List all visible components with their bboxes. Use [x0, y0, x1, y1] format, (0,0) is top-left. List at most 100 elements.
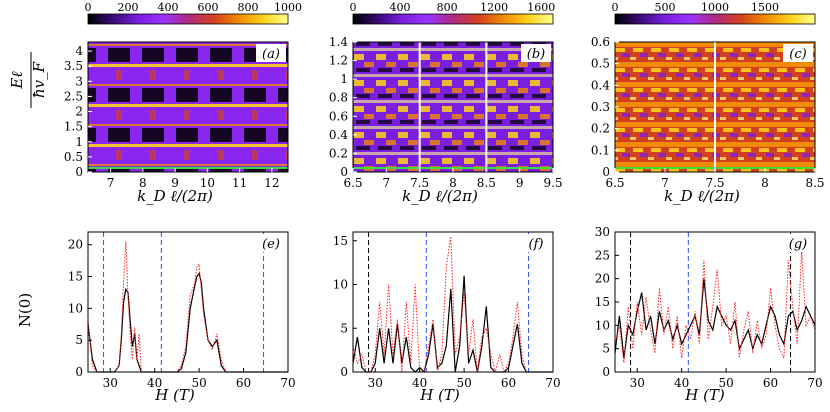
x-tick-label: 70	[545, 376, 560, 390]
colorbar-c	[614, 13, 816, 25]
top-ylabel: Eℓ ħv_F	[8, 52, 48, 108]
y-tick-label: 30	[595, 225, 610, 239]
plot-bg-e	[88, 232, 288, 372]
xlabel-f: H (T)	[419, 386, 460, 404]
panel-label-box	[521, 44, 551, 62]
x-tick-label: 6.5	[343, 176, 362, 190]
series-red-dotted	[352, 236, 553, 374]
panel-label-box	[521, 234, 551, 252]
y-tick-label: 0.4	[591, 78, 610, 92]
panel-b	[352, 13, 554, 173]
x-tick-label: 40	[147, 376, 162, 390]
y-tick-label: 15	[595, 295, 610, 309]
colorbar-tick-label: 800	[238, 1, 259, 14]
heatmap-b	[353, 42, 553, 172]
y-tick-label: 1.5	[64, 120, 83, 134]
colorbar-tick-label: 0	[350, 1, 357, 14]
y-tick-label: 0.2	[329, 146, 348, 160]
colorbar-tick-label: 0	[612, 1, 619, 14]
y-tick-label: 0	[75, 165, 83, 179]
x-tick-label: 9	[171, 176, 179, 190]
y-tick-label: 5	[75, 333, 83, 347]
x-tick-label: 70	[807, 376, 822, 390]
svg-text:ħv_F: ħv_F	[30, 61, 48, 98]
axes-frame-e	[87, 231, 289, 373]
x-tick-label: 30	[103, 376, 118, 390]
x-tick-label: 30	[368, 376, 383, 390]
colorbar-tick-label: 0	[85, 1, 92, 14]
x-tick-label: 9.5	[543, 176, 562, 190]
x-tick-label: 30	[630, 376, 645, 390]
panel-g	[614, 231, 816, 373]
panel-label-box	[256, 44, 286, 62]
y-tick-label: 10	[68, 301, 83, 315]
panel-label-g: (g)	[789, 237, 807, 252]
y-tick-label: 1	[340, 72, 348, 86]
y-tick-label: 0.5	[64, 150, 83, 164]
panel-label-b: (b)	[527, 47, 545, 62]
colorbar-a	[87, 13, 289, 25]
x-tick-label: 8.5	[477, 176, 496, 190]
y-tick-label: 5	[602, 342, 610, 356]
panel-label-a: (a)	[262, 47, 280, 62]
colorbar-tick-label: 600	[198, 1, 219, 14]
panel-a	[87, 13, 289, 173]
axes-frame-a	[87, 41, 289, 173]
top-ylabel-numerator: Eℓ	[8, 71, 26, 89]
y-tick-label: 2.5	[64, 89, 83, 103]
y-tick-label: 4	[75, 44, 83, 58]
colorbar-tick-label: 800	[437, 1, 458, 14]
panel-label-box	[783, 44, 813, 62]
xlabel-a: k_D ℓ/(2π)	[137, 187, 213, 205]
x-tick-label: 7	[661, 176, 669, 190]
y-tick-label: 2	[75, 105, 83, 119]
y-tick-label: 1.2	[329, 54, 348, 68]
colorbar-tick-label: 200	[118, 1, 139, 14]
y-tick-label: 5	[340, 321, 348, 335]
colorbar-tick-label: 400	[390, 1, 411, 14]
x-tick-label: 60	[763, 376, 778, 390]
y-tick-label: 0.4	[329, 128, 348, 142]
y-tick-label: 10	[595, 318, 610, 332]
y-tick-label: 0	[340, 165, 348, 179]
y-tick-label: 1.4	[329, 35, 348, 49]
x-tick-label: 11	[232, 176, 247, 190]
series-red-dotted	[614, 250, 816, 363]
axes-frame-f	[352, 231, 554, 373]
colorbar-tick-label: 400	[158, 1, 179, 14]
xlabel-g: H (T)	[684, 386, 725, 404]
x-tick-label: 10	[200, 176, 215, 190]
y-tick-label: 15	[333, 234, 348, 248]
x-tick-label: 40	[674, 376, 689, 390]
x-tick-label: 7.5	[410, 176, 429, 190]
panel-c	[614, 13, 816, 173]
colorbar-tick-label: 500	[655, 1, 676, 14]
colorbar-b	[352, 13, 554, 25]
series-black-solid	[614, 278, 816, 359]
series-black-solid	[352, 275, 553, 374]
y-tick-label: 0.1	[591, 143, 610, 157]
y-tick-label: 0.6	[591, 35, 610, 49]
colorbar-tick-label: 1200	[480, 1, 508, 14]
y-tick-label: 20	[595, 272, 610, 286]
xlabel-b: k_D ℓ/(2π)	[402, 187, 478, 205]
panel-label-box	[783, 234, 813, 252]
panel-label-f: (f)	[529, 237, 544, 252]
y-tick-label: 0.5	[591, 57, 610, 71]
svg-text:Eℓ: Eℓ	[8, 71, 26, 89]
y-tick-label: 3	[75, 74, 83, 88]
panel-f	[352, 231, 554, 374]
x-tick-label: 7	[107, 176, 115, 190]
x-tick-label: 9	[516, 176, 524, 190]
x-tick-label: 8	[449, 176, 457, 190]
panel-e	[87, 231, 289, 373]
x-tick-label: 6.5	[605, 176, 624, 190]
panel-label-box	[256, 234, 286, 252]
x-tick-label: 8	[139, 176, 147, 190]
x-tick-label: 40	[412, 376, 427, 390]
colorbar-tick-label: 1600	[527, 1, 555, 14]
y-tick-label: 10	[333, 278, 348, 292]
x-tick-label: 7	[383, 176, 391, 190]
colorbar-tick-label: 1000	[274, 1, 302, 14]
